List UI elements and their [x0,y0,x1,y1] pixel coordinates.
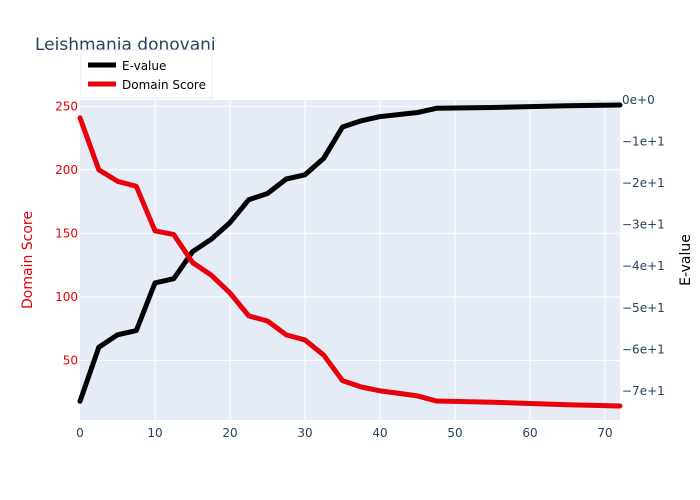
series-layer [77,102,623,409]
x-tick-label: 10 [147,426,162,440]
y-right-tick-label: −5e+1 [622,301,665,315]
y-left-tick-label: 100 [55,290,78,304]
y-right-tick-label: −3e+1 [622,218,665,232]
x-tick-label: 40 [372,426,387,440]
y-left-axis-title: Domain Score [20,211,36,309]
y-right-tick-label: −7e+1 [622,384,665,398]
series-line-domain-score [77,115,623,409]
x-tick-label: 20 [222,426,237,440]
x-tick-label: 30 [297,426,312,440]
y-left-tick-label: 200 [55,163,78,177]
x-tick-label: 0 [76,426,84,440]
y-left-tick-label: 150 [55,226,78,240]
y-left-axis-ticks: 50 100 150 200 250 [55,99,78,367]
x-tick-label: 70 [597,426,612,440]
x-tick-label: 50 [447,426,462,440]
y-right-tick-label: −2e+1 [622,176,665,190]
x-axis-ticks: 0 10 20 30 40 50 60 70 [76,426,612,440]
y-right-axis-ticks: 0e+0 −1e+1 −2e+1 −3e+1 −4e+1 −5e+1 −6e+1 −7e+1 [622,93,665,398]
legend-label-evalue: E-value [122,59,166,73]
y-right-tick-label: 0e+0 [622,93,655,107]
y-left-tick-label: 250 [55,99,78,113]
plot-area [80,100,620,420]
y-right-tick-label: −1e+1 [622,135,665,149]
y-right-tick-label: −6e+1 [622,342,665,356]
x-tick-label: 60 [522,426,537,440]
legend-label-domain-score: Domain Score [122,78,206,92]
y-right-axis-title: E-value [678,234,694,286]
legend-box [80,49,213,99]
series-line-e-value [77,102,623,404]
legend: E-value Domain Score [80,49,213,99]
y-left-tick-label: 50 [63,353,78,367]
y-right-tick-label: −4e+1 [622,259,665,273]
